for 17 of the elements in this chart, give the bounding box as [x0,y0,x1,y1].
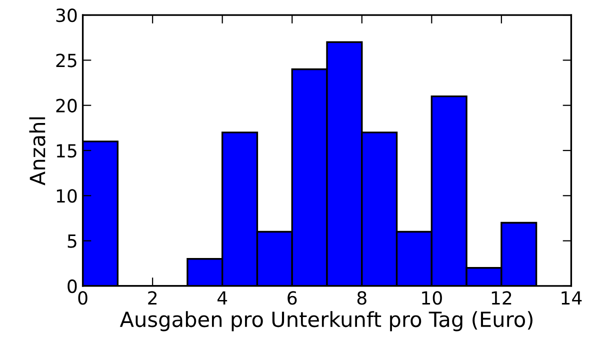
y-tick-label: 20 [56,98,77,112]
x-tick-label: 0 [78,291,88,305]
y-tick-label: 10 [56,189,77,203]
x-tick-label: 4 [217,291,228,305]
y-axis-title: Anzahl [29,117,46,186]
x-tick-label: 14 [562,291,582,305]
y-tick-label: 5 [68,234,76,248]
x-tick-label: 10 [422,291,442,305]
x-tick-label: 2 [148,291,157,305]
x-tick-label: 8 [357,291,366,305]
x-axis-title: Ausgaben pro Unterkunft pro Tag (Euro) [120,311,532,332]
x-tick-label: 12 [492,291,512,305]
y-tick-label: 25 [56,54,76,68]
x-tick-label: 6 [288,291,297,305]
y-tick-label: 30 [56,8,77,22]
y-tick-label: 0 [68,279,77,294]
y-tick-label: 15 [56,144,76,158]
